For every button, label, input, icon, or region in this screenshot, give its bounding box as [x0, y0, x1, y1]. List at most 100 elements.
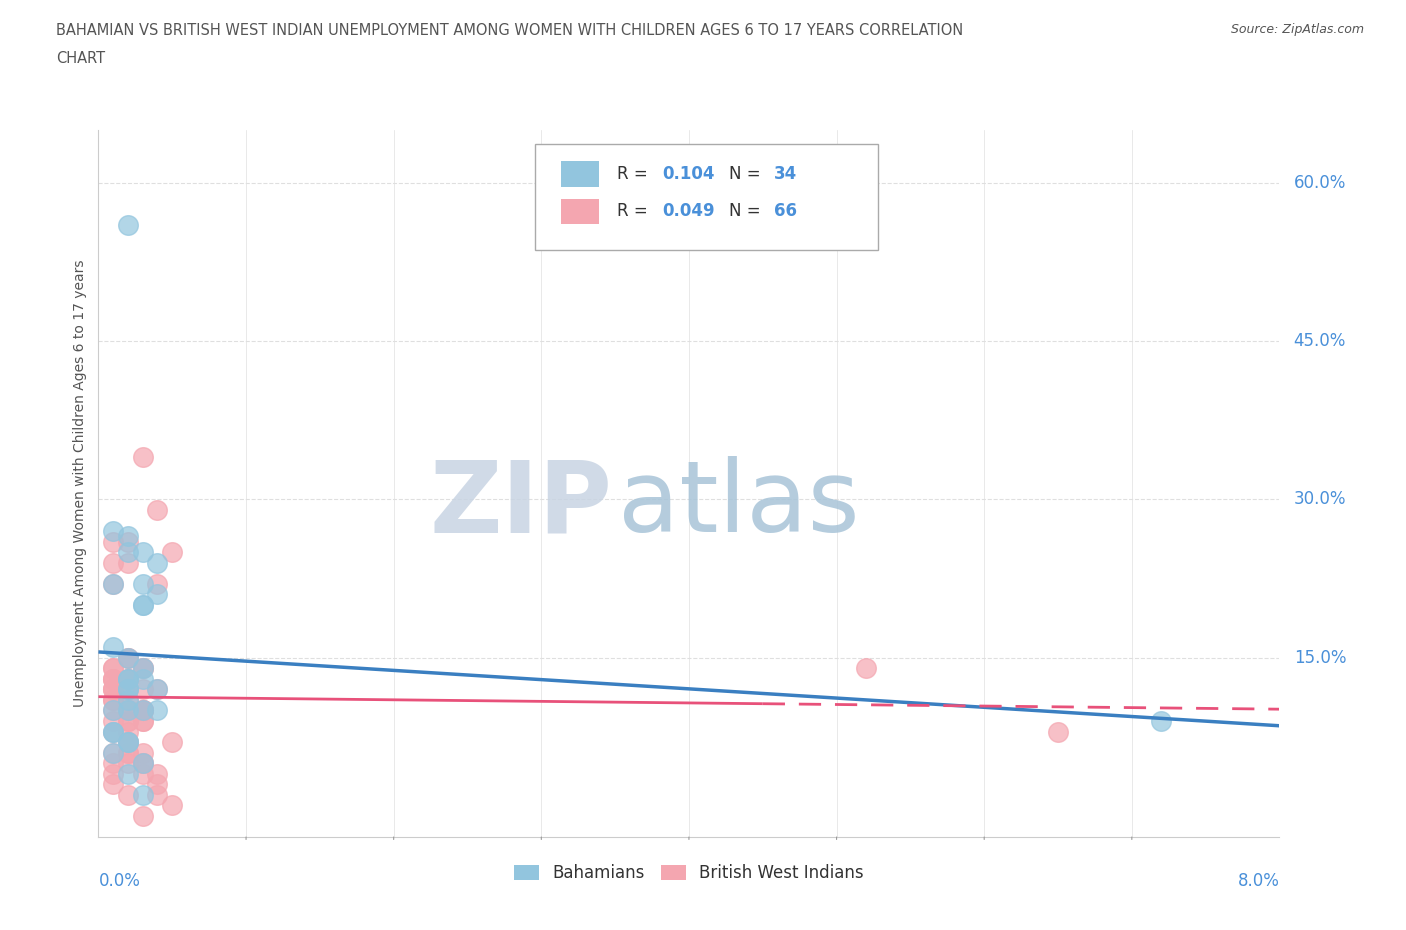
- Point: [855, 661, 877, 676]
- Point: [132, 808, 155, 823]
- Point: [103, 577, 124, 591]
- Point: [146, 682, 169, 697]
- Point: [103, 724, 124, 739]
- Point: [117, 713, 139, 728]
- Point: [132, 745, 155, 760]
- Point: [117, 756, 139, 771]
- Point: [117, 529, 139, 544]
- Text: CHART: CHART: [56, 51, 105, 66]
- Point: [132, 545, 155, 560]
- Point: [132, 682, 155, 697]
- Text: 45.0%: 45.0%: [1294, 332, 1346, 351]
- Text: 0.0%: 0.0%: [98, 872, 141, 890]
- Point: [117, 671, 139, 686]
- Point: [103, 682, 124, 697]
- Point: [132, 450, 155, 465]
- Point: [132, 756, 155, 771]
- Point: [103, 661, 124, 676]
- Point: [132, 703, 155, 718]
- Point: [117, 735, 139, 750]
- FancyBboxPatch shape: [536, 144, 877, 250]
- Point: [162, 798, 183, 813]
- Point: [117, 745, 139, 760]
- Point: [117, 545, 139, 560]
- Point: [117, 713, 139, 728]
- Point: [132, 577, 155, 591]
- Point: [103, 703, 124, 718]
- Text: 8.0%: 8.0%: [1237, 872, 1279, 890]
- Point: [117, 682, 139, 697]
- Text: R =: R =: [617, 203, 652, 220]
- Text: 34: 34: [773, 165, 797, 183]
- Point: [132, 703, 155, 718]
- Point: [146, 587, 169, 602]
- Point: [132, 703, 155, 718]
- Point: [103, 534, 124, 549]
- Point: [103, 577, 124, 591]
- Point: [117, 650, 139, 665]
- Point: [1046, 724, 1069, 739]
- Text: 0.104: 0.104: [662, 165, 714, 183]
- Point: [103, 724, 124, 739]
- Point: [132, 661, 155, 676]
- Point: [103, 682, 124, 697]
- Point: [132, 713, 155, 728]
- Point: [146, 777, 169, 791]
- Point: [103, 682, 124, 697]
- Point: [103, 756, 124, 771]
- Text: atlas: atlas: [619, 457, 859, 553]
- Point: [117, 724, 139, 739]
- Point: [103, 693, 124, 708]
- Point: [132, 597, 155, 612]
- Point: [103, 713, 124, 728]
- Point: [146, 788, 169, 803]
- Point: [132, 788, 155, 803]
- Bar: [561, 199, 599, 224]
- Text: N =: N =: [730, 165, 766, 183]
- Point: [117, 788, 139, 803]
- Point: [132, 766, 155, 781]
- Point: [103, 724, 124, 739]
- Point: [117, 693, 139, 708]
- Point: [132, 671, 155, 686]
- Point: [132, 713, 155, 728]
- Point: [103, 671, 124, 686]
- Text: 60.0%: 60.0%: [1294, 174, 1346, 192]
- Point: [146, 703, 169, 718]
- Point: [146, 577, 169, 591]
- Point: [117, 682, 139, 697]
- Point: [132, 756, 155, 771]
- Point: [117, 682, 139, 697]
- Point: [132, 661, 155, 676]
- Point: [132, 703, 155, 718]
- Point: [117, 735, 139, 750]
- Point: [1150, 713, 1173, 728]
- Point: [103, 524, 124, 538]
- Point: [132, 597, 155, 612]
- Text: 15.0%: 15.0%: [1294, 648, 1346, 667]
- Point: [117, 218, 139, 232]
- Point: [146, 682, 169, 697]
- Text: 66: 66: [773, 203, 797, 220]
- Point: [103, 671, 124, 686]
- Point: [117, 735, 139, 750]
- Point: [117, 650, 139, 665]
- Point: [132, 661, 155, 676]
- Point: [117, 671, 139, 686]
- Text: N =: N =: [730, 203, 766, 220]
- Point: [117, 671, 139, 686]
- Point: [117, 703, 139, 718]
- Point: [117, 671, 139, 686]
- Point: [117, 650, 139, 665]
- Point: [117, 703, 139, 718]
- Point: [117, 671, 139, 686]
- Point: [146, 502, 169, 517]
- Text: R =: R =: [617, 165, 652, 183]
- Text: 30.0%: 30.0%: [1294, 490, 1346, 509]
- Point: [162, 735, 183, 750]
- Point: [103, 693, 124, 708]
- Point: [117, 745, 139, 760]
- Legend: Bahamians, British West Indians: Bahamians, British West Indians: [508, 857, 870, 889]
- Point: [103, 640, 124, 655]
- Text: BAHAMIAN VS BRITISH WEST INDIAN UNEMPLOYMENT AMONG WOMEN WITH CHILDREN AGES 6 TO: BAHAMIAN VS BRITISH WEST INDIAN UNEMPLOY…: [56, 23, 963, 38]
